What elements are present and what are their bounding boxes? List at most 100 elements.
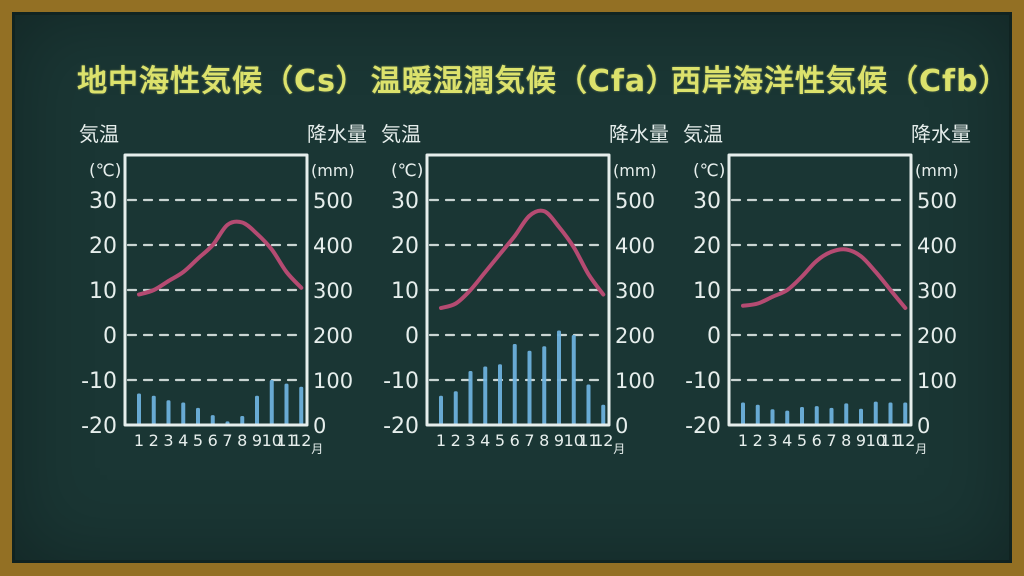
precip-bar xyxy=(255,395,259,425)
temp-curve xyxy=(741,247,908,310)
precip-bar xyxy=(196,407,200,425)
temp-tick-label: -20 xyxy=(685,414,721,439)
month-tick-label: 12 xyxy=(291,431,311,450)
precip-bar xyxy=(785,410,790,425)
precip-tick-label: 0 xyxy=(615,414,628,438)
precip-tick-label: 300 xyxy=(917,279,957,303)
precip-bar xyxy=(498,364,502,425)
month-tick-label: 9 xyxy=(252,431,262,450)
precip-bar xyxy=(844,403,849,425)
month-tick-label: 10 xyxy=(866,431,886,450)
climograph-oceanic: 西岸海洋性気候（Cfb） 気温 (℃) 降水量 (mm) 30 20 10 0 -10 -20 50… xyxy=(671,48,1009,470)
chalkboard: 地中海性気候（Cs） 気温 (℃) 降水量 (mm) 30 20 10 0 -10 -20 500 4… xyxy=(12,12,1012,563)
month-tick-label: 11 xyxy=(276,431,296,450)
precip-bar xyxy=(571,335,576,425)
month-tick-label: 8 xyxy=(539,431,549,450)
precip-tick-label: 100 xyxy=(917,369,957,393)
temp-tick-label: 0 xyxy=(405,324,419,349)
month-unit-label: 月 xyxy=(311,442,323,456)
month-tick-label: 3 xyxy=(163,431,173,450)
climograph-canvas-cfb: 気温 (℃) 降水量 (mm) 30 20 10 0 -10 -20 500 400 300 200 100… xyxy=(671,115,981,470)
temp-tick-label: 20 xyxy=(89,234,117,259)
month-tick-label: 5 xyxy=(495,431,505,450)
month-tick-label: 8 xyxy=(237,431,247,450)
precip-bar xyxy=(557,330,561,425)
temp-tick-label: -10 xyxy=(81,369,117,394)
temp-tick-label: 10 xyxy=(693,279,721,304)
climograph-canvas-cs: 気温 (℃) 降水量 (mm) 30 20 10 0 -10 -20 500 400 300 200 100… xyxy=(67,115,377,470)
month-tick-label: 6 xyxy=(510,431,520,450)
precip-tick-label: 400 xyxy=(917,234,957,258)
precip-tick-label: 100 xyxy=(615,369,655,393)
plot-frame xyxy=(425,153,611,427)
month-tick-label: 6 xyxy=(208,431,218,450)
month-tick-label: 9 xyxy=(554,431,564,450)
temp-axis-label: 気温 xyxy=(683,122,723,146)
precip-tick-label: 400 xyxy=(313,234,353,258)
month-tick-label: 10 xyxy=(564,431,584,450)
precip-bar xyxy=(829,407,834,425)
precip-bar xyxy=(542,346,547,425)
temp-tick-label: -20 xyxy=(383,414,419,439)
month-tick-label: 2 xyxy=(753,431,763,450)
month-tick-label: 12 xyxy=(895,431,915,450)
temp-axis-unit: (℃) xyxy=(391,161,423,181)
month-tick-label: 9 xyxy=(856,431,866,450)
precip-bar xyxy=(269,380,274,425)
month-tick-label: 12 xyxy=(593,431,613,450)
precip-axis-unit: (mm) xyxy=(915,161,959,180)
month-tick-label: 5 xyxy=(193,431,203,450)
month-tick-label: 3 xyxy=(465,431,475,450)
month-tick-label: 4 xyxy=(480,431,490,450)
precip-bar xyxy=(873,401,878,425)
precip-bar xyxy=(240,416,245,425)
climograph-humid-subtropical: 温暖湿潤気候（Cfa） 気温 (℃) 降水量 (mm) 30 20 10 0 -10 -20 500… xyxy=(369,48,679,470)
precip-bar xyxy=(601,404,606,425)
temp-tick-label: 20 xyxy=(693,234,721,259)
month-unit-label: 月 xyxy=(915,442,927,456)
precip-tick-label: 300 xyxy=(615,279,655,303)
climograph-svg: 気温(℃)降水量(mm)3020100-10-20500400300200100… xyxy=(381,122,669,456)
precip-axis-unit: (mm) xyxy=(311,161,355,180)
precip-bar xyxy=(903,402,908,425)
temp-tick-label: 0 xyxy=(707,324,721,349)
precip-bar xyxy=(210,415,215,425)
climograph-mediterranean: 地中海性気候（Cs） 気温 (℃) 降水量 (mm) 30 20 10 0 -10 -20 500 4… xyxy=(67,48,377,470)
precip-bar xyxy=(468,371,473,425)
temp-axis-unit: (℃) xyxy=(693,161,725,181)
month-tick-label: 10 xyxy=(262,431,282,450)
temp-tick-label: 20 xyxy=(391,234,419,259)
precip-bar xyxy=(181,402,186,425)
precip-bar xyxy=(137,393,141,425)
precip-bar xyxy=(888,402,893,425)
temp-curve xyxy=(137,219,304,297)
month-tick-label: 4 xyxy=(782,431,792,450)
precip-bar xyxy=(755,404,760,425)
precip-axis-label: 降水量 xyxy=(307,122,367,146)
month-tick-label: 7 xyxy=(524,431,534,450)
temp-axis-label: 気温 xyxy=(79,122,119,146)
precip-bar xyxy=(453,391,458,425)
climograph-svg: 気温(℃)降水量(mm)3020100-10-20500400300200100… xyxy=(683,122,971,456)
month-tick-label: 7 xyxy=(222,431,232,450)
precip-bar xyxy=(800,407,804,425)
precip-tick-label: 500 xyxy=(313,189,353,213)
precip-tick-label: 200 xyxy=(917,324,957,348)
precip-bar xyxy=(299,386,304,425)
chart-title-cfa: 温暖湿潤気候（Cfa） xyxy=(370,64,678,99)
temp-tick-label: 0 xyxy=(103,324,117,349)
month-unit-label: 月 xyxy=(613,442,625,456)
month-tick-label: 3 xyxy=(767,431,777,450)
temp-axis-label: 気温 xyxy=(381,122,421,146)
precip-bar xyxy=(512,344,517,425)
month-tick-label: 4 xyxy=(178,431,188,450)
temp-axis-unit: (℃) xyxy=(89,161,121,181)
precip-bar xyxy=(814,406,819,425)
precip-tick-label: 100 xyxy=(313,369,353,393)
precip-bar xyxy=(284,383,289,425)
month-tick-label: 2 xyxy=(451,431,461,450)
precip-axis-unit: (mm) xyxy=(613,161,657,180)
plot-frame xyxy=(727,153,913,427)
climograph-canvas-cfa: 気温 (℃) 降水量 (mm) 30 20 10 0 -10 -20 500 400 300 200 100… xyxy=(369,115,679,470)
precip-bar xyxy=(741,402,745,425)
